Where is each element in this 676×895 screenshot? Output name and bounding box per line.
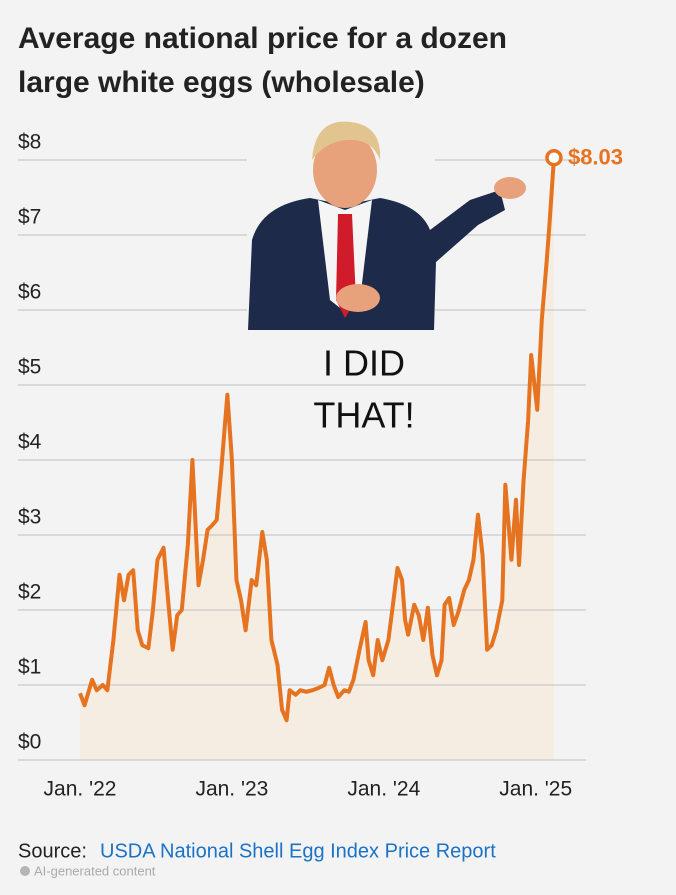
x-tick-label: Jan. '25 (499, 778, 572, 801)
hair (312, 121, 381, 160)
chart-title: Average national price for a dozen (18, 22, 507, 55)
footer: AI-generated content (34, 863, 156, 878)
chart-title: large white eggs (wholesale) (18, 66, 425, 99)
x-tick-label: Jan. '24 (347, 778, 420, 801)
annotation: THAT! (313, 395, 414, 436)
y-tick-label: $8 (18, 131, 41, 154)
source-link[interactable]: USDA National Shell Egg Index Price Repo… (100, 840, 496, 862)
y-tick-label: $1 (18, 656, 41, 679)
y-tick-label: $4 (18, 431, 42, 454)
data-label: $8.03 (568, 145, 623, 170)
y-tick-label: $7 (18, 206, 41, 229)
end-marker (545, 149, 563, 167)
suit (248, 190, 505, 330)
line (78, 157, 556, 723)
y-tick-label: $6 (18, 281, 41, 304)
photo (247, 120, 526, 330)
y-tick-label: $2 (18, 581, 41, 604)
source-label: Source: (18, 840, 87, 862)
ai-icon (20, 866, 30, 876)
x-tick-label: Jan. '23 (195, 778, 268, 801)
x-tick-label: Jan. '22 (44, 778, 117, 801)
face (313, 132, 377, 208)
y-tick-label: $3 (18, 506, 41, 529)
pointing-hand (494, 177, 526, 199)
hand (336, 284, 380, 312)
y-tick-label: $0 (18, 731, 41, 754)
y-tick-label: $5 (18, 356, 41, 379)
annotation: I DID (323, 343, 405, 384)
plot-area: $0 $1 $2 $3 $4 $5 $6 $7 $8 Jan. '22 Jan. '23 Jan. '… (18, 131, 623, 801)
